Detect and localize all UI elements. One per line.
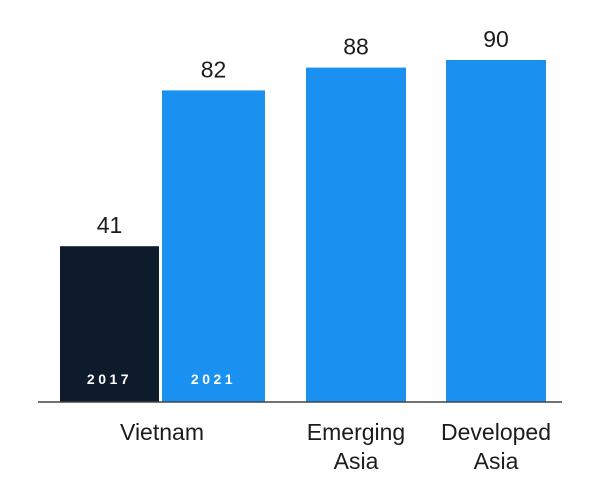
bar-value-label-3: 88 xyxy=(343,34,369,60)
category-label-2-line-1: Emerging xyxy=(307,419,405,445)
category-label-3-line-1: Developed xyxy=(441,419,551,445)
category-label-2-line-2: Asia xyxy=(334,448,379,474)
bars-layer xyxy=(60,60,546,403)
bar-year-label-1: 2017 xyxy=(87,371,132,387)
bar-4 xyxy=(446,60,546,402)
bar-3 xyxy=(306,67,406,402)
category-label-3-line-2: Asia xyxy=(474,448,519,474)
bar-year-label-2: 2021 xyxy=(191,371,236,387)
labels-layer: 41 2017 82 2021 88 90 Vietnam Emerging Asia Devel… xyxy=(87,26,551,474)
bar-value-label-2: 82 xyxy=(201,56,227,82)
bar-value-label-4: 90 xyxy=(483,26,509,52)
category-label-1-line-1: Vietnam xyxy=(120,419,204,445)
bar-2 xyxy=(162,90,265,403)
bar-1 xyxy=(60,246,159,402)
bar-value-label-1: 41 xyxy=(97,212,123,238)
